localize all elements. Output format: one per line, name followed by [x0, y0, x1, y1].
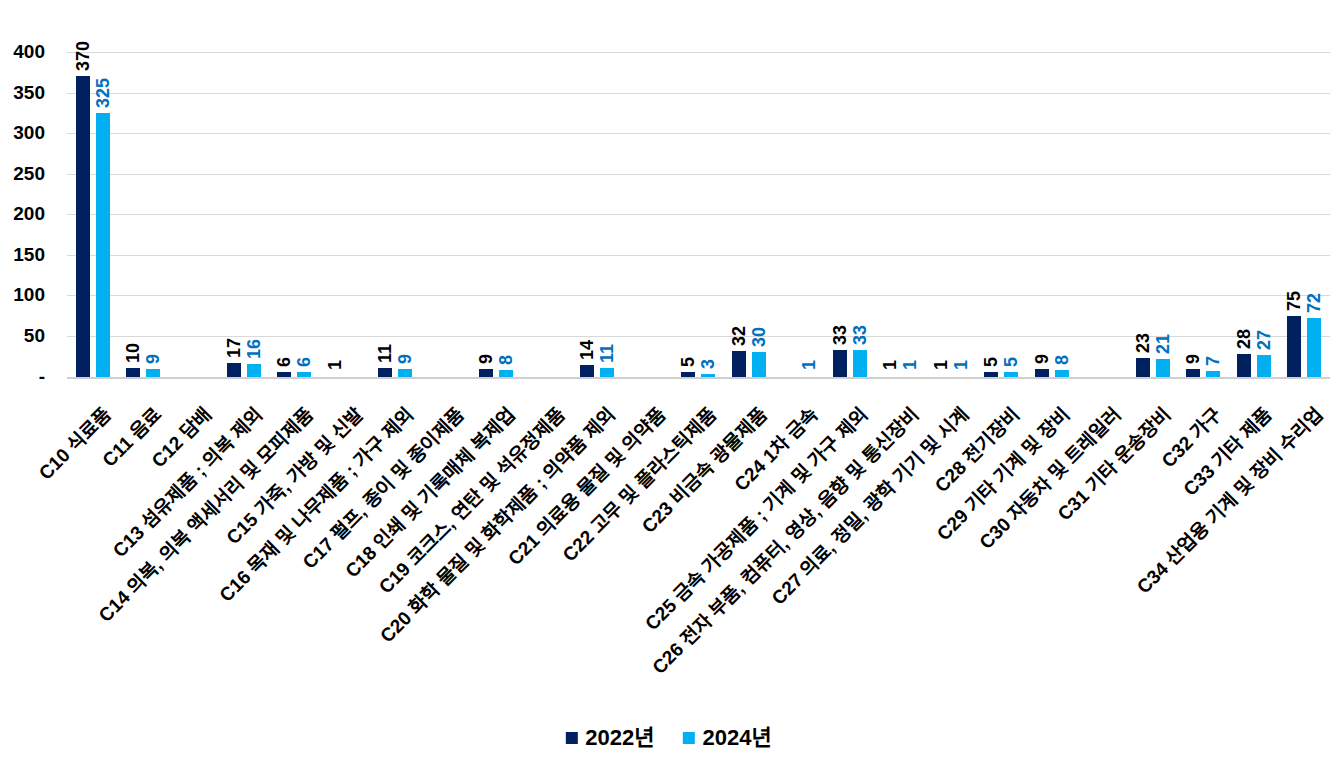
value-label-2022: 1: [879, 360, 901, 370]
value-label-2022: 1: [324, 360, 346, 370]
value-label-2024: 325: [92, 78, 114, 108]
gridline: [67, 255, 1330, 256]
y-axis-tick-label: 350: [0, 83, 45, 103]
value-label-2024: 7: [1202, 356, 1224, 366]
bar-chart-canvas: 40035030025020015010050- 370325109171666…: [0, 0, 1337, 764]
value-label-2022: 5: [980, 357, 1002, 367]
value-label-2024: 5: [1000, 357, 1022, 367]
gridline: [67, 93, 1330, 94]
value-label-2022: 75: [1283, 291, 1305, 311]
value-label-2024: 8: [495, 355, 517, 365]
value-label-2022: 5: [677, 357, 699, 367]
bar-2022: [1186, 369, 1200, 376]
x-axis-line: [67, 377, 1330, 379]
value-label-2024: 72: [1303, 293, 1325, 313]
bar-2024: [1307, 318, 1321, 376]
bar-2024: [146, 369, 160, 376]
bar-2024: [247, 364, 261, 377]
bar-2022: [76, 76, 90, 376]
value-label-2022: 17: [223, 338, 245, 358]
bar-2022: [479, 369, 493, 376]
legend-item-2024: 2024년: [683, 724, 772, 752]
gridline: [67, 52, 1330, 53]
value-label-2024: 16: [243, 339, 265, 359]
bar-2024: [1257, 355, 1271, 377]
bar-2024: [96, 113, 110, 377]
value-label-2024: 11: [596, 344, 618, 363]
value-label-2022: 23: [1132, 333, 1154, 353]
bar-2022: [1136, 358, 1150, 377]
value-label-2024: 8: [1051, 355, 1073, 365]
gridline: [67, 295, 1330, 296]
bar-2024: [297, 372, 311, 377]
bar-2022: [126, 368, 140, 376]
bar-2022: [580, 365, 594, 376]
bar-2024: [1206, 371, 1220, 377]
bar-2024: [1004, 372, 1018, 376]
bar-2022: [681, 372, 695, 376]
legend-swatch-2022: [565, 732, 577, 744]
value-label-2024: 9: [142, 354, 164, 364]
bar-2022: [277, 372, 291, 377]
bar-2024: [1156, 359, 1170, 376]
value-label-2022: 33: [829, 325, 851, 345]
value-label-2024: 30: [748, 327, 770, 347]
y-axis-tick-label: 150: [0, 245, 45, 265]
gridline: [67, 174, 1330, 175]
bar-2022: [1237, 354, 1251, 377]
y-axis-tick-label: 50: [0, 326, 45, 346]
gridline: [67, 133, 1330, 134]
bar-2024: [853, 350, 867, 377]
value-label-2022: 9: [1031, 354, 1053, 364]
bar-2024: [701, 374, 715, 376]
bar-2022: [732, 351, 746, 377]
bar-2022: [984, 372, 998, 376]
bar-2022: [1287, 316, 1301, 377]
bar-2024: [398, 369, 412, 376]
value-label-2022: 370: [72, 41, 94, 71]
value-label-2024: 21: [1152, 334, 1174, 354]
value-label-2024: 33: [849, 325, 871, 345]
value-label-2024: 1: [950, 360, 972, 370]
value-label-2024: 1: [798, 360, 820, 370]
bar-2022: [833, 350, 847, 377]
bar-2022: [378, 368, 392, 377]
value-label-2024: 27: [1253, 330, 1275, 350]
bar-2022: [1035, 369, 1049, 376]
value-label-2022: 10: [122, 343, 144, 363]
bar-2024: [499, 370, 513, 376]
value-label-2024: 1: [899, 360, 921, 370]
y-axis-tick-label: 250: [0, 164, 45, 184]
legend-item-label: 2022년: [585, 724, 654, 752]
y-axis-tick-label: 200: [0, 204, 45, 224]
gridline: [67, 214, 1330, 215]
legend: 2022년 2024년: [565, 724, 771, 752]
bar-2022: [227, 363, 241, 377]
value-label-2024: 9: [394, 354, 416, 364]
legend-item-label: 2024년: [703, 724, 772, 752]
value-label-2022: 32: [728, 326, 750, 346]
value-label-2022: 14: [576, 340, 598, 360]
value-label-2024: 6: [293, 357, 315, 367]
y-axis-tick-label: 100: [0, 285, 45, 305]
value-label-2022: 9: [1182, 354, 1204, 364]
bar-2024: [1055, 370, 1069, 376]
legend-item-2022: 2022년: [565, 724, 654, 752]
value-label-2022: 1: [930, 360, 952, 370]
legend-swatch-2024: [683, 732, 695, 744]
y-axis-tick-label: -: [0, 367, 45, 387]
y-axis-tick-label: 400: [0, 42, 45, 62]
value-label-2024: 3: [697, 359, 719, 369]
bar-2024: [600, 368, 614, 377]
bar-2024: [752, 352, 766, 376]
value-label-2022: 28: [1233, 329, 1255, 349]
y-axis-tick-label: 300: [0, 123, 45, 143]
